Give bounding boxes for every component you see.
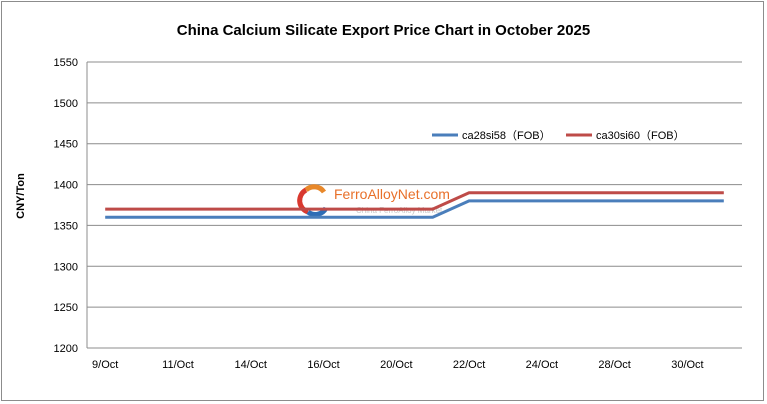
y-tick-label: 1200 xyxy=(54,343,78,355)
logo-icon xyxy=(304,184,327,194)
x-tick-label: 28/Oct xyxy=(598,359,630,371)
chart-title: China Calcium Silicate Export Price Char… xyxy=(176,22,591,39)
y-tick-label: 1250 xyxy=(54,302,78,314)
x-tick-label: 24/Oct xyxy=(526,359,558,371)
x-tick-label: 11/Oct xyxy=(162,359,194,371)
y-tick-label: 1300 xyxy=(54,261,78,273)
y-tick-label: 1500 xyxy=(54,98,78,110)
x-tick-label: 22/Oct xyxy=(453,359,485,371)
watermark-text: FerroAlloyNet.com xyxy=(334,186,450,202)
x-tick-label: 20/Oct xyxy=(380,359,412,371)
y-tick-label: 1400 xyxy=(54,180,78,192)
x-tick-label: 9/Oct xyxy=(92,359,118,371)
logo-icon xyxy=(297,187,310,215)
y-tick-label: 1550 xyxy=(54,57,78,69)
series-line-2 xyxy=(105,191,724,211)
y-tick-label: 1350 xyxy=(54,220,78,232)
legend-label: ca30si60（FOB） xyxy=(596,129,685,142)
x-tick-label: 30/Oct xyxy=(671,359,703,371)
x-tick-label: 14/Oct xyxy=(235,359,267,371)
x-tick-label: 16/Oct xyxy=(307,359,339,371)
legend-label: ca28si58（FOB） xyxy=(462,129,551,142)
y-tick-label: 1450 xyxy=(54,139,78,151)
series-line-1 xyxy=(105,199,724,219)
